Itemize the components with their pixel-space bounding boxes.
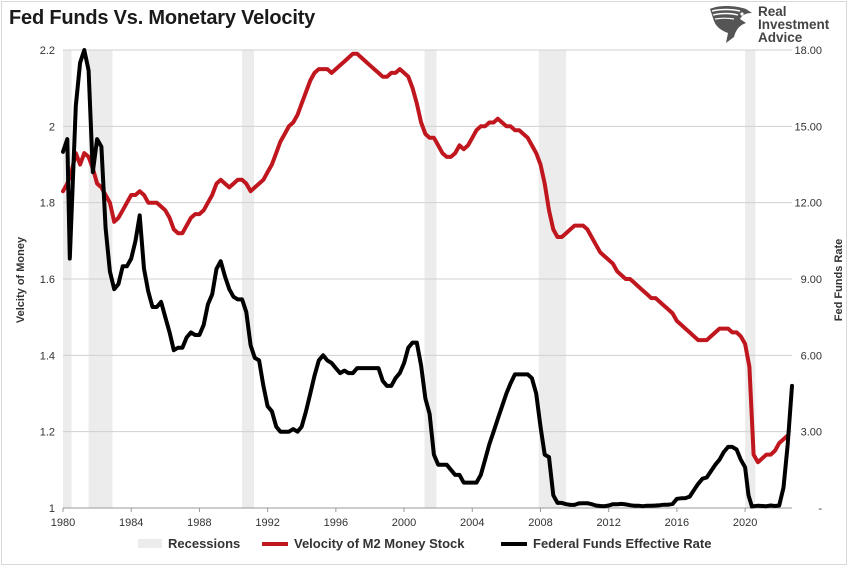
legend-swatch-velocity xyxy=(262,541,288,546)
legend-label-fedfunds: Federal Funds Effective Rate xyxy=(533,536,712,551)
x-tick-2000: 2000 xyxy=(392,517,416,529)
y-tick-right-6: 15.00 xyxy=(794,121,822,133)
x-tick-1984: 1984 xyxy=(119,517,143,529)
logo-line-3: Advice xyxy=(758,30,803,45)
series-line-fedfunds xyxy=(61,48,794,509)
logo-line-1: Real xyxy=(758,4,787,19)
brand-logo: Real Investment Advice xyxy=(706,3,846,47)
logo-line-2: Investment xyxy=(758,17,830,32)
legend-label-recessions: Recessions xyxy=(168,536,241,551)
x-tick-1980: 1980 xyxy=(51,517,75,529)
y-tick-right-3: 6.00 xyxy=(801,350,822,362)
y-tick-left-1: 1 xyxy=(49,503,55,515)
logo-text: Real Investment Advice xyxy=(758,4,830,45)
y-tick-right-2: 3.00 xyxy=(801,427,822,439)
x-tick-1996: 1996 xyxy=(324,517,348,529)
legend-swatch-fedfunds xyxy=(501,541,527,546)
legend: Recessions Velocity of M2 Money Stock Fe… xyxy=(0,536,850,556)
axes: 1 1.2 1.4 1.6 1.8 2 2.2 - 3.00 6.00 9.00 12.00 15.00… xyxy=(40,45,823,529)
legend-item-velocity: Velocity of M2 Money Stock xyxy=(262,536,465,551)
y-tick-left-4: 1.6 xyxy=(40,274,55,286)
x-tick-2012: 2012 xyxy=(596,517,620,529)
series xyxy=(61,48,794,509)
series-line-velocity xyxy=(61,51,790,465)
y-tick-right-7: 18.00 xyxy=(794,45,822,57)
x-tick-1992: 1992 xyxy=(255,517,279,529)
y-tick-right-4: 9.00 xyxy=(801,274,822,286)
legend-swatch-recessions xyxy=(138,539,162,548)
y-axis-label-left: Velcity of Money xyxy=(15,236,27,323)
legend-label-velocity: Velocity of M2 Money Stock xyxy=(294,536,465,551)
x-tick-2020: 2020 xyxy=(733,517,757,529)
legend-item-recessions: Recessions xyxy=(138,536,240,551)
x-tick-1988: 1988 xyxy=(187,517,211,529)
legend-item-fedfunds: Federal Funds Effective Rate xyxy=(501,536,711,551)
y-tick-left-2: 1.2 xyxy=(40,427,55,439)
x-tick-2016: 2016 xyxy=(665,517,689,529)
y-axis-label-right: Fed Funds Rate xyxy=(833,239,845,322)
x-tick-2004: 2004 xyxy=(460,517,484,529)
y-tick-left-7: 2.2 xyxy=(40,45,55,57)
y-tick-left-6: 2 xyxy=(49,121,55,133)
chart-title: Fed Funds Vs. Monetary Velocity xyxy=(9,7,316,29)
x-tick-2008: 2008 xyxy=(528,517,552,529)
eagle-head-icon xyxy=(710,6,752,43)
y-tick-left-3: 1.4 xyxy=(40,350,55,362)
y-tick-right-1: - xyxy=(818,503,822,515)
y-tick-left-5: 1.8 xyxy=(40,198,55,210)
y-tick-right-5: 12.00 xyxy=(794,198,822,210)
